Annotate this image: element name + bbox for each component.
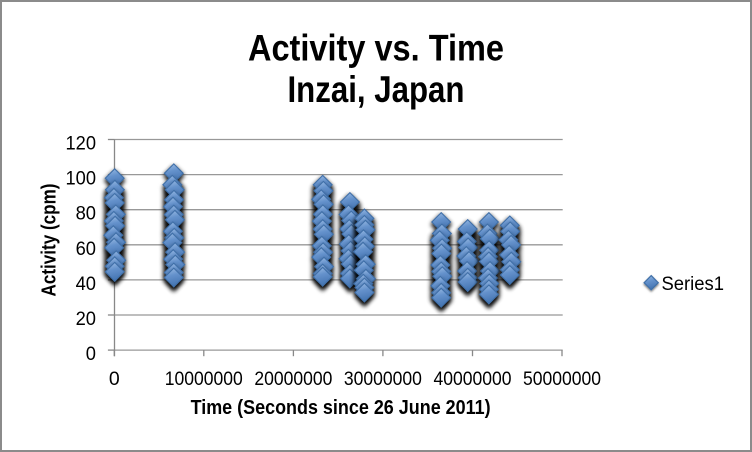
svg-text:Activity (cpm): Activity (cpm) (39, 184, 61, 297)
svg-text:Series1: Series1 (662, 274, 725, 295)
svg-text:60: 60 (76, 238, 97, 260)
svg-text:10000000: 10000000 (165, 368, 243, 390)
svg-text:100: 100 (66, 168, 97, 190)
svg-text:120: 120 (66, 133, 97, 155)
svg-text:Inzai, Japan: Inzai, Japan (288, 69, 465, 110)
svg-text:20000000: 20000000 (254, 368, 332, 390)
svg-text:40: 40 (76, 273, 97, 295)
svg-text:30000000: 30000000 (344, 368, 422, 390)
svg-text:Activity vs. Time: Activity vs. Time (248, 28, 504, 69)
svg-text:50000000: 50000000 (523, 368, 601, 390)
svg-text:Time (Seconds since 26 June 20: Time (Seconds since 26 June 2011) (191, 396, 491, 419)
svg-text:0: 0 (86, 343, 96, 365)
svg-text:80: 80 (76, 203, 97, 225)
svg-text:0: 0 (109, 368, 120, 390)
svg-text:40000000: 40000000 (434, 368, 512, 390)
svg-text:20: 20 (76, 308, 97, 330)
